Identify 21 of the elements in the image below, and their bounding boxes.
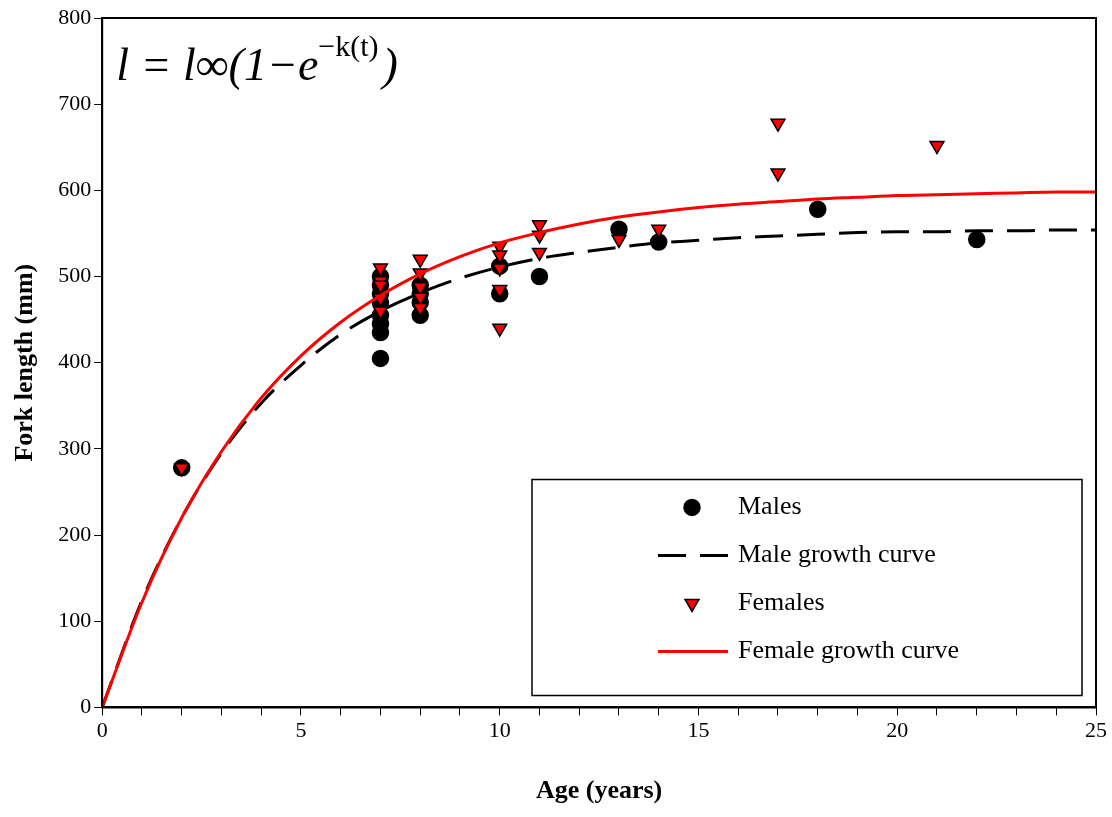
x-tick-label: 15 bbox=[687, 717, 710, 743]
y-tick-label: 0 bbox=[80, 693, 92, 719]
y-tick-label: 300 bbox=[58, 434, 92, 460]
y-tick-label: 100 bbox=[58, 607, 92, 633]
x-tick-label: 10 bbox=[488, 717, 511, 743]
y-tick-label: 400 bbox=[58, 348, 92, 374]
y-tick-label: 500 bbox=[58, 262, 92, 288]
x-axis-title: Age (years) bbox=[535, 775, 663, 805]
y-tick-label: 700 bbox=[58, 89, 92, 115]
legend-label: Female growth curve bbox=[738, 635, 959, 665]
y-axis-title: Fork length (mm) bbox=[9, 263, 39, 462]
x-tick-label: 5 bbox=[295, 717, 307, 743]
legend-label: Males bbox=[738, 491, 802, 521]
x-tick-label: 25 bbox=[1085, 717, 1107, 743]
y-tick-label: 600 bbox=[58, 176, 92, 202]
x-tick-label: 0 bbox=[96, 717, 108, 743]
x-tick-label: 20 bbox=[886, 717, 909, 743]
legend-label: Male growth curve bbox=[738, 539, 936, 569]
legend-label: Females bbox=[738, 587, 825, 617]
y-tick-label: 200 bbox=[58, 520, 92, 546]
y-tick-label: 800 bbox=[58, 3, 92, 29]
